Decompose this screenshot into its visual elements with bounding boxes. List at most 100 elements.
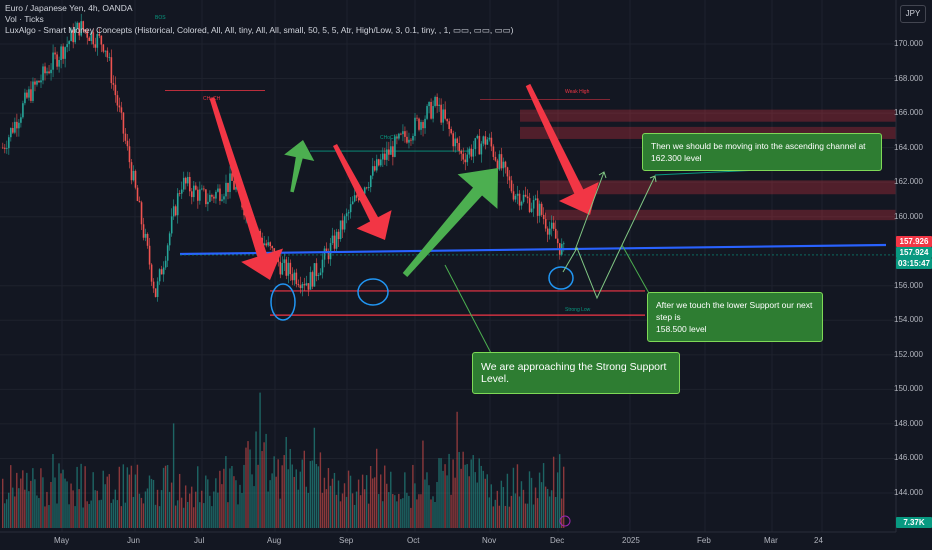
candle-body bbox=[313, 263, 316, 287]
highlight-circle bbox=[270, 283, 296, 321]
candle-body bbox=[150, 264, 153, 282]
volume-bar bbox=[34, 479, 36, 528]
candle-body bbox=[305, 283, 308, 286]
choch-label: CHoCH bbox=[380, 135, 398, 141]
candle-body bbox=[534, 198, 537, 201]
red-down-arrow bbox=[333, 143, 392, 240]
volume-bar bbox=[333, 472, 336, 528]
volume-bar bbox=[249, 449, 251, 528]
candle-body bbox=[128, 146, 131, 163]
symbol-title[interactable]: Euro / Japanese Yen, 4h, OANDA bbox=[5, 3, 133, 13]
candle-body bbox=[474, 138, 477, 150]
candle-body bbox=[373, 166, 376, 171]
candle-body bbox=[56, 54, 58, 67]
volume-bar bbox=[355, 491, 358, 528]
candle-body bbox=[492, 146, 495, 157]
volume-bar bbox=[14, 496, 16, 528]
candle-body bbox=[522, 194, 525, 202]
candle-body bbox=[158, 269, 161, 282]
volume-bar bbox=[82, 507, 84, 528]
annotation-text: We are approaching the Strong Support Le… bbox=[481, 361, 667, 385]
candle-body bbox=[392, 146, 394, 157]
candle-body bbox=[14, 121, 16, 133]
volume-bar bbox=[10, 465, 12, 528]
volume-bar bbox=[128, 474, 131, 528]
candle-body bbox=[130, 162, 133, 181]
candle-body bbox=[122, 112, 125, 134]
candle-body bbox=[556, 238, 559, 244]
volume-bar bbox=[472, 455, 474, 528]
volume-bar bbox=[48, 505, 50, 528]
volume-bar bbox=[347, 470, 350, 528]
candle-body bbox=[408, 139, 410, 143]
volume-bar bbox=[255, 431, 257, 528]
candle-body bbox=[516, 193, 519, 196]
volume-indicator-title[interactable]: Vol · Ticks bbox=[5, 14, 44, 24]
annotation-next-step[interactable]: After we touch the lower Support our nex… bbox=[647, 292, 823, 342]
volume-bar bbox=[237, 504, 239, 528]
candle-body bbox=[353, 195, 356, 202]
volume-bar bbox=[285, 436, 287, 528]
volume-bar bbox=[112, 499, 114, 528]
volume-bar bbox=[530, 477, 533, 528]
candle-body bbox=[281, 262, 284, 275]
candle-body bbox=[444, 109, 446, 119]
volume-bar bbox=[520, 481, 523, 528]
volume-bar bbox=[148, 475, 151, 528]
candle-body bbox=[235, 187, 237, 190]
volume-bar bbox=[243, 464, 245, 528]
candle-body bbox=[396, 136, 398, 139]
price-tick-label: 168.000 bbox=[894, 73, 923, 83]
candle-body bbox=[382, 153, 384, 160]
chart-annotations: CHoCH CHoCH Weak High Strong Low BOS bbox=[155, 15, 896, 527]
volume-bar bbox=[353, 504, 356, 528]
volume-bar bbox=[30, 480, 32, 528]
candle-body bbox=[502, 161, 505, 169]
volume-bar bbox=[124, 502, 127, 528]
volume-bars bbox=[2, 392, 565, 528]
volume-bar bbox=[50, 481, 52, 528]
volume-bar bbox=[512, 467, 515, 528]
volume-bar bbox=[239, 484, 241, 528]
volume-bar bbox=[110, 502, 112, 528]
candle-body bbox=[188, 176, 191, 192]
candle-body bbox=[156, 281, 159, 297]
candle-body bbox=[546, 228, 549, 235]
volume-bar bbox=[257, 464, 259, 528]
candle-body bbox=[4, 147, 6, 149]
volume-bar bbox=[486, 474, 488, 528]
candle-body bbox=[480, 143, 483, 155]
candle-body bbox=[231, 173, 233, 181]
candle-body bbox=[118, 105, 121, 108]
volume-bar bbox=[168, 491, 171, 528]
candle-body bbox=[176, 193, 179, 216]
candle-body bbox=[384, 153, 386, 160]
volume-bar bbox=[233, 476, 235, 528]
currency-button[interactable]: JPY bbox=[900, 5, 926, 23]
annotation-strong-support[interactable]: We are approaching the Strong Support Le… bbox=[472, 352, 680, 394]
annotation-ascending-channel[interactable]: Then we should be moving into the ascend… bbox=[642, 133, 882, 171]
volume-bar bbox=[301, 459, 303, 528]
price-tick-label: 144.000 bbox=[894, 488, 923, 497]
volume-bar bbox=[205, 475, 207, 528]
volume-bar bbox=[325, 489, 328, 528]
highlight-circle bbox=[357, 278, 389, 306]
volume-bar bbox=[438, 458, 440, 528]
volume-bar bbox=[349, 475, 352, 528]
candle-body bbox=[66, 44, 68, 48]
candle-body bbox=[225, 182, 227, 197]
volume-bar bbox=[430, 499, 432, 528]
volume-bar bbox=[68, 504, 70, 528]
candle-body bbox=[369, 175, 372, 188]
candle-body bbox=[279, 261, 282, 275]
candle-body bbox=[213, 196, 215, 199]
volume-bar bbox=[6, 499, 8, 528]
candle-body bbox=[40, 80, 42, 83]
volume-bar bbox=[96, 490, 98, 528]
supply-zone bbox=[540, 180, 896, 195]
candle-body bbox=[548, 228, 551, 235]
candle-body bbox=[422, 122, 424, 129]
smc-indicator-title[interactable]: LuxAlgo - Smart Money Concepts (Historic… bbox=[5, 25, 514, 35]
volume-bar bbox=[265, 433, 267, 528]
